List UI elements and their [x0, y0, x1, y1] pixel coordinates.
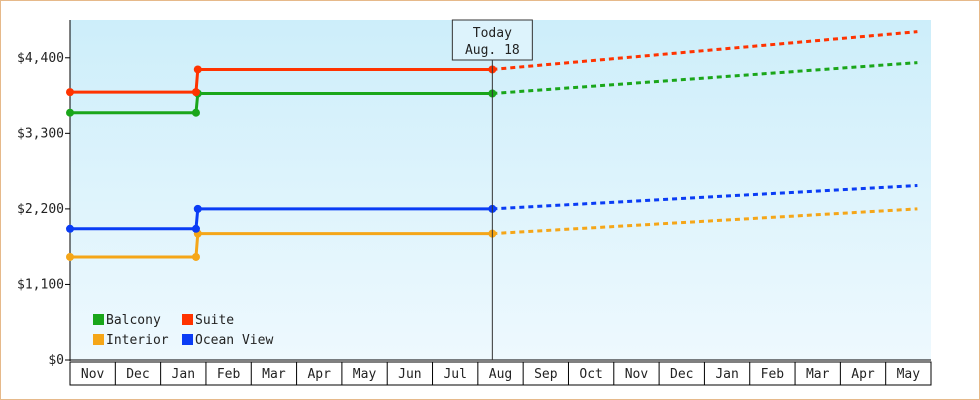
- y-tick-label: $0: [48, 353, 64, 368]
- x-tick-label: Oct: [579, 367, 602, 382]
- x-tick-label: Nov: [625, 367, 649, 382]
- series-line: [70, 67, 493, 94]
- x-tick-label: Jul: [443, 367, 466, 382]
- x-tick-label: Feb: [217, 367, 241, 382]
- y-tick-label: $1,100: [17, 277, 64, 292]
- x-tick-label: Jan: [172, 367, 195, 382]
- data-point: [191, 88, 200, 97]
- x-tick-label: Sep: [534, 367, 558, 382]
- y-tick-label: $3,300: [17, 126, 64, 141]
- today-date: Aug. 18: [465, 43, 520, 58]
- x-axis-label-band: [69, 361, 932, 386]
- x-tick-label: Jun: [398, 367, 421, 382]
- series-projection: [492, 207, 918, 236]
- plot-area: [70, 20, 931, 360]
- data-point: [193, 204, 202, 213]
- today-label-box: [451, 19, 533, 61]
- x-tick-label: Apr: [851, 367, 875, 382]
- series-projection: [492, 61, 918, 95]
- legend-label: Interior: [106, 333, 169, 348]
- data-point: [66, 224, 74, 233]
- x-tick-label: May: [897, 367, 921, 382]
- x-tick-label: Mar: [262, 367, 286, 382]
- series-line: [70, 207, 493, 231]
- x-tick-label: Nov: [81, 367, 105, 382]
- legend-label: Ocean View: [195, 333, 273, 348]
- x-tick-label: Mar: [806, 367, 830, 382]
- series-projection: [492, 184, 918, 211]
- x-tick-label: Jan: [715, 367, 738, 382]
- data-point: [191, 108, 200, 117]
- data-point: [193, 65, 202, 74]
- series-projection: [492, 30, 918, 71]
- data-point: [66, 88, 74, 97]
- data-point: [66, 108, 74, 117]
- series-line: [70, 232, 493, 259]
- data-point: [191, 252, 200, 261]
- x-tick-label: Dec: [126, 367, 149, 382]
- x-tick-label: Feb: [761, 367, 785, 382]
- x-tick-label: Aug: [489, 367, 512, 382]
- series-line: [70, 91, 493, 115]
- today-label: Today: [473, 26, 512, 41]
- y-tick-label: $2,200: [17, 202, 64, 217]
- legend-label: Suite: [195, 313, 234, 328]
- legend-swatch: [93, 334, 104, 345]
- data-point: [66, 252, 74, 261]
- legend-swatch: [182, 334, 193, 345]
- legend-swatch: [182, 314, 193, 325]
- y-tick-label: $4,400: [17, 51, 64, 66]
- legend-label: Balcony: [106, 313, 161, 328]
- x-tick-label: May: [353, 367, 377, 382]
- legend-swatch: [93, 314, 104, 325]
- x-tick-label: Apr: [307, 367, 331, 382]
- data-point: [191, 224, 200, 233]
- x-tick-label: Dec: [670, 367, 693, 382]
